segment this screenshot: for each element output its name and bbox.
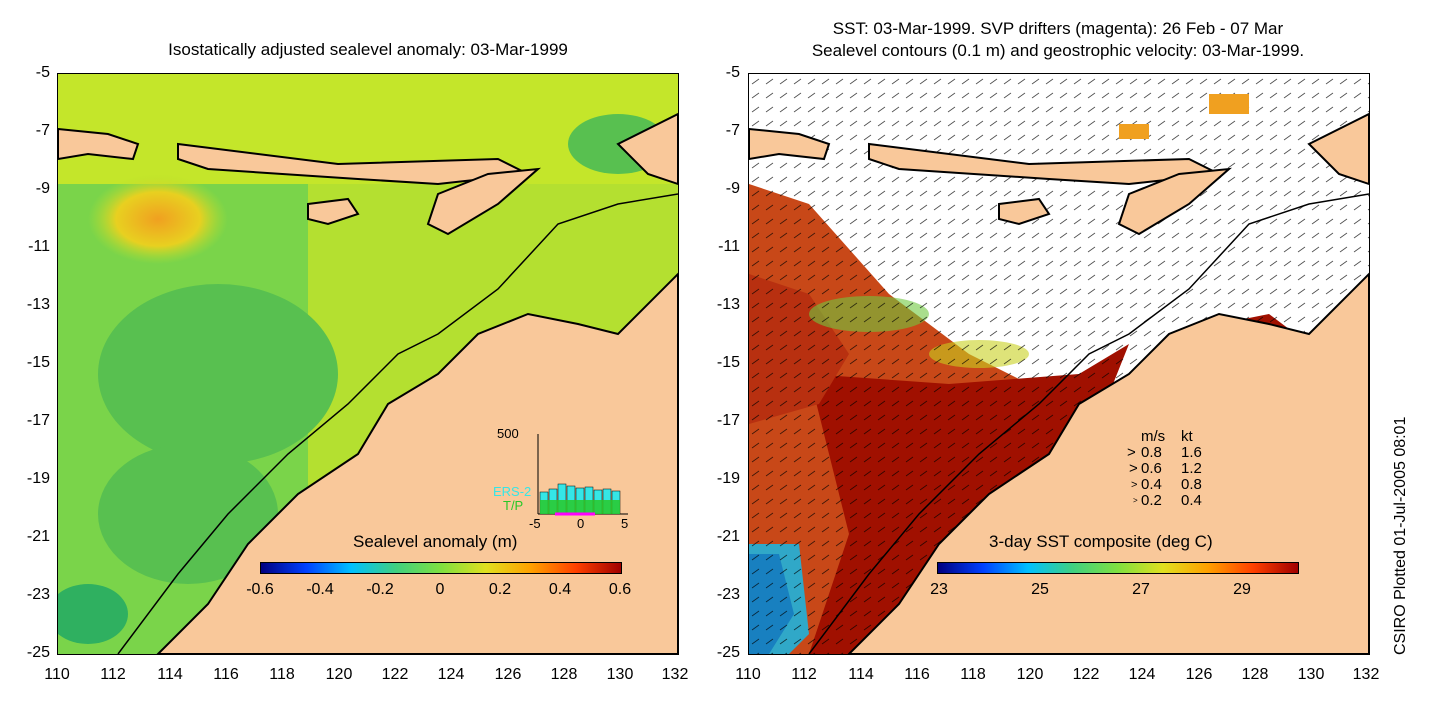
right-x-tick-8: 126 (1185, 666, 1213, 683)
sst-cb-tick-0: 23 (930, 581, 948, 598)
right-x-tick-5: 120 (1016, 666, 1044, 683)
left-x-tick-1: 112 (100, 666, 126, 683)
right-y-tick-9: -23 (716, 586, 740, 603)
left-x-tick-2: 114 (157, 666, 183, 683)
left-panel-title: Isostatically adjusted sealevel anomaly:… (168, 40, 568, 59)
left-x-tick-3: 116 (213, 666, 239, 683)
inset-x-tick-0: -5 (529, 516, 541, 531)
right-panel-title-line2: Sealevel contours (0.1 m) and geostrophi… (811, 41, 1305, 60)
left-y-tick-3: -11 (28, 238, 50, 255)
inset-x-tick-1: 0 (577, 516, 585, 531)
sealevel-cb-tick-2: -0.2 (366, 581, 394, 598)
right-x-tick-9: 128 (1241, 666, 1269, 683)
satellite-inset: 500 ERS-2 T/P -5 0 5 (493, 424, 653, 534)
sst-map: m/s kt > 0.8 1.6 > 0.6 1.2 > 0.4 0.8 > 0… (748, 73, 1370, 655)
legend-header-ms: m/s (1141, 428, 1166, 445)
right-x-tick-1: 112 (791, 666, 817, 683)
right-y-tick-4: -13 (716, 296, 740, 313)
inset-y-label: 500 (497, 426, 519, 441)
sealevel-cb-tick-5: 0.4 (548, 581, 572, 598)
right-x-tick-11: 132 (1352, 666, 1380, 683)
sealevel-cb-tick-1: -0.4 (306, 581, 334, 598)
right-x-tick-0: 110 (735, 666, 761, 683)
right-y-tick-0: -5 (725, 64, 740, 81)
left-x-tick-5: 120 (325, 666, 353, 683)
sst-cb-tick-3: 29 (1233, 581, 1251, 598)
right-y-tick-7: -19 (716, 470, 740, 487)
right-x-tick-6: 122 (1072, 666, 1100, 683)
left-y-tick-9: -23 (26, 586, 50, 603)
left-x-tick-4: 118 (269, 666, 295, 683)
right-x-tick-2: 114 (848, 666, 874, 683)
left-y-tick-1: -7 (35, 122, 50, 139)
left-y-tick-8: -21 (26, 528, 50, 545)
left-y-tick-4: -13 (26, 296, 50, 313)
sealevel-cb-tick-6: 0.6 (608, 581, 632, 598)
sealevel-colorbar (260, 562, 622, 574)
left-y-tick-5: -15 (26, 354, 50, 371)
left-x-tick-0: 110 (44, 666, 70, 683)
right-y-tick-5: -15 (716, 354, 740, 371)
sst-cb-tick-2: 27 (1132, 581, 1150, 598)
sealevel-anomaly-map: 500 ERS-2 T/P -5 0 5 Sealevel anomaly (m… (57, 73, 679, 655)
sealevel-cb-tick-3: 0 (435, 581, 445, 598)
legend-arrow-icon: > (1133, 496, 1138, 505)
left-y-tick-2: -9 (35, 180, 50, 197)
legend-ms-0: 0.8 (1141, 444, 1162, 461)
right-y-tick-3: -11 (718, 238, 740, 255)
right-x-tick-10: 130 (1297, 666, 1325, 683)
legend-kt-3: 0.4 (1181, 492, 1202, 509)
right-x-tick-3: 116 (904, 666, 930, 683)
sealevel-anomaly-field (58, 74, 678, 654)
legend-header-kt: kt (1181, 428, 1193, 445)
legend-ms-2: 0.4 (1141, 476, 1162, 493)
legend-ms-1: 0.6 (1141, 460, 1162, 477)
left-y-tick-10: -25 (26, 644, 50, 661)
right-x-tick-7: 124 (1128, 666, 1156, 683)
right-y-tick-2: -9 (725, 180, 740, 197)
right-y-tick-10: -25 (716, 644, 740, 661)
left-x-tick-9: 128 (550, 666, 578, 683)
legend-kt-1: 1.2 (1181, 460, 1202, 477)
right-y-tick-6: -17 (716, 412, 740, 429)
legend-ms-3: 0.2 (1141, 492, 1162, 509)
inset-series-tp: T/P (503, 498, 524, 513)
left-x-tick-10: 130 (606, 666, 634, 683)
legend-kt-0: 1.6 (1181, 444, 1202, 461)
right-x-tick-4: 118 (960, 666, 986, 683)
legend-kt-2: 0.8 (1181, 476, 1202, 493)
left-x-tick-11: 132 (661, 666, 689, 683)
right-y-tick-1: -7 (725, 122, 740, 139)
right-panel-title-line1: SST: 03-Mar-1999. SVP drifters (magenta)… (832, 19, 1284, 38)
legend-arrow-icon: > (1129, 460, 1138, 477)
legend-arrow-icon: > (1127, 444, 1136, 461)
right-y-tick-8: -21 (716, 528, 740, 545)
sealevel-colorbar-title: Sealevel anomaly (m) (353, 532, 518, 551)
sst-field (749, 74, 1369, 654)
inset-x-tick-2: 5 (621, 516, 629, 531)
left-x-tick-8: 126 (494, 666, 522, 683)
left-x-tick-6: 122 (381, 666, 409, 683)
inset-series-ers2: ERS-2 (493, 484, 532, 499)
legend-arrow-icon: > (1131, 479, 1138, 491)
sealevel-cb-tick-0: -0.6 (246, 581, 274, 598)
satellite-inset-chart (537, 434, 628, 516)
left-x-tick-7: 124 (437, 666, 465, 683)
sst-colorbar-title: 3-day SST composite (deg C) (989, 532, 1213, 551)
sst-colorbar (937, 562, 1299, 574)
credit-text: CSIRO Plotted 01-Jul-2005 08:01 (1392, 416, 1409, 655)
left-y-tick-6: -17 (26, 412, 50, 429)
left-y-tick-7: -19 (26, 470, 50, 487)
sealevel-cb-tick-4: 0.2 (488, 581, 512, 598)
sst-cb-tick-1: 25 (1031, 581, 1049, 598)
left-y-tick-0: -5 (35, 64, 50, 81)
